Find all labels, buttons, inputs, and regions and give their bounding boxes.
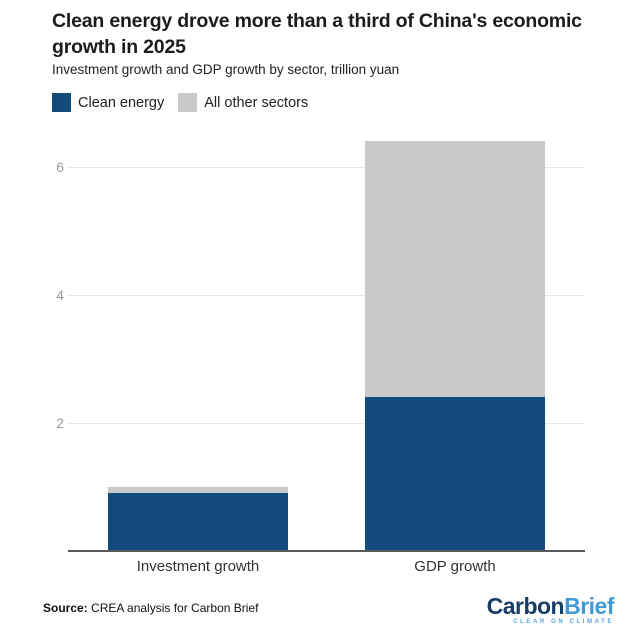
legend: Clean energy All other sectors: [52, 93, 322, 112]
source-text: CREA analysis for Carbon Brief: [87, 601, 259, 615]
legend-swatch-clean-energy: [52, 93, 71, 112]
y-axis-tick-label-2: 2: [56, 415, 64, 431]
carbonbrief-logo: CarbonBrief CLEAR ON CLIMATE: [486, 593, 615, 625]
y-axis-tick-label-4: 4: [56, 287, 64, 303]
bar-all-other-sectors-investment-growth: [108, 487, 288, 493]
legend-item-clean-energy: Clean energy: [52, 93, 164, 112]
legend-label-all-other-sectors: All other sectors: [204, 94, 309, 111]
x-axis-category-label-gdp-growth: GDP growth: [414, 558, 496, 575]
chart-title-line2: growth in 2025: [52, 36, 186, 58]
y-axis-tick-label-6: 6: [56, 159, 64, 175]
gridline-y-4: [68, 295, 585, 296]
chart-subtitle: Investment growth and GDP growth by sect…: [52, 62, 400, 77]
chart-title: Clean energy drove more than a third of …: [52, 8, 622, 60]
gridline-y-2: [68, 423, 585, 424]
logo-brief-text: Brief: [564, 593, 614, 619]
source-label: Source:: [43, 601, 88, 615]
x-axis-category-label-investment-growth: Investment growth: [136, 558, 260, 575]
logo-tagline: CLEAR ON CLIMATE: [513, 619, 614, 625]
legend-item-all-other-sectors: All other sectors: [178, 93, 308, 112]
legend-swatch-all-other-sectors: [178, 93, 198, 112]
logo-carbon-text: Carbon: [486, 593, 565, 619]
carbonbrief-logo-wordmark: CarbonBrief: [486, 593, 615, 619]
bar-clean-energy-gdp-growth: [365, 397, 545, 551]
source-note: Source: CREA analysis for Carbon Brief: [43, 601, 258, 615]
gridline-y-6: [68, 167, 585, 168]
bar-clean-energy-investment-growth: [108, 493, 288, 551]
chart-title-line1: Clean energy drove more than a third of …: [52, 10, 582, 32]
bar-all-other-sectors-gdp-growth: [365, 141, 545, 397]
legend-label-clean-energy: Clean energy: [78, 94, 165, 111]
x-axis-line: [68, 550, 585, 552]
